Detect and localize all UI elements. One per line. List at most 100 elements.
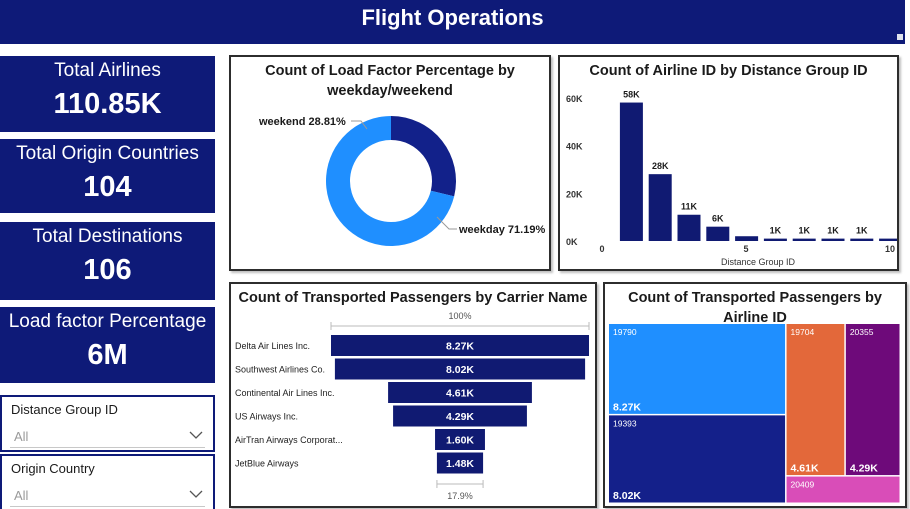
donut-slice-weekday[interactable] xyxy=(326,116,455,246)
data-label: 8.02K xyxy=(446,364,474,376)
distance-group-dropdown[interactable]: All xyxy=(10,426,205,448)
data-label: 6K xyxy=(712,214,724,224)
data-label: 1K xyxy=(827,226,839,236)
data-label: 4.61K xyxy=(446,388,474,400)
treemap-tile-19790[interactable] xyxy=(609,324,786,414)
data-label: 1K xyxy=(856,226,868,236)
kpi-label: Load factor Percentage xyxy=(8,311,207,332)
chart-title: Count of Transported Passengers by Carri… xyxy=(238,290,588,306)
bar-distance-group-5[interactable] xyxy=(735,236,759,241)
bar-distance-group-8[interactable] xyxy=(821,238,845,241)
data-label: 1K xyxy=(770,226,782,236)
treemap-value-label: 4.29K xyxy=(850,463,878,475)
funnel-bar[interactable] xyxy=(435,429,485,450)
focus-mode-icon[interactable] xyxy=(897,34,903,40)
origin-country-dropdown[interactable]: All xyxy=(10,485,205,507)
treemap-tile-20355[interactable] xyxy=(845,324,900,476)
data-label: 28K xyxy=(652,161,669,171)
funnel-category-label: Southwest Airlines Co. xyxy=(235,365,325,375)
treemap-tile-19704[interactable] xyxy=(786,324,845,476)
funnel-category-label: US Airways Inc. xyxy=(235,412,298,422)
chevron-down-icon[interactable] xyxy=(189,489,203,499)
chart-title: Count of Transported Passengers by Airli… xyxy=(628,290,882,326)
leader-line xyxy=(351,120,368,130)
treemap-category-label: 19704 xyxy=(791,327,815,337)
data-label: 4.29K xyxy=(446,411,474,423)
funnel-top-percent: 100% xyxy=(448,311,471,321)
funnel-category-label: JetBlue Airways xyxy=(235,459,299,469)
treemap-category-label: 20355 xyxy=(850,327,874,337)
x-tick-label: 5 xyxy=(743,244,748,254)
kpi-label: Total Origin Countries xyxy=(16,143,199,164)
slicer-label: Distance Group ID xyxy=(11,402,118,417)
funnel-chart[interactable]: 100% Delta Air Lines Inc. 8.27K Southwest A… xyxy=(231,284,595,506)
data-label: 1.48K xyxy=(446,458,474,470)
bar-distance-group-2[interactable] xyxy=(648,174,672,241)
donut-slice-weekend[interactable] xyxy=(391,116,456,197)
donut-chart-panel: Count of Load Factor Percentage by weekd… xyxy=(229,55,551,271)
bar-distance-group-10[interactable] xyxy=(879,238,897,241)
slicer-distance-group-id: Distance Group ID All xyxy=(0,395,215,452)
chart-title: Count of Load Factor Percentage by weekd… xyxy=(265,63,515,99)
treemap-value-label: 4.61K xyxy=(791,463,819,475)
funnel-category-label: Delta Air Lines Inc. xyxy=(235,341,310,351)
chevron-down-icon[interactable] xyxy=(189,430,203,440)
funnel-bottom-percent: 17.9% xyxy=(447,491,473,501)
data-label: 58K xyxy=(623,90,640,100)
dropdown-value: All xyxy=(14,429,29,444)
slicer-origin-country: Origin Country All xyxy=(0,454,215,509)
kpi-card-total-origin-countries: Total Origin Countries 104 xyxy=(0,139,215,213)
data-label: 1.60K xyxy=(446,435,474,447)
x-tick-label: 10 xyxy=(885,244,895,254)
kpi-label: Total Airlines xyxy=(54,60,161,81)
slicer-label: Origin Country xyxy=(11,461,95,476)
bar-distance-group-3[interactable] xyxy=(677,214,701,241)
kpi-label: Total Destinations xyxy=(32,226,183,247)
treemap-tile-19393[interactable] xyxy=(609,415,786,503)
bar-distance-group-6[interactable] xyxy=(763,238,787,241)
bar-distance-group-4[interactable] xyxy=(706,226,730,241)
donut-chart[interactable]: weekend 28.81% weekday 71.19% xyxy=(231,57,549,269)
y-tick-label: 20K xyxy=(566,189,583,199)
funnel-bar[interactable] xyxy=(393,405,527,427)
report-header: Flight Operations xyxy=(0,0,905,44)
treemap-panel: Count of Transported Passengers by Airli… xyxy=(603,282,907,508)
leader-line xyxy=(436,216,457,230)
funnel-bar[interactable] xyxy=(436,452,484,474)
column-chart[interactable]: 0K 20K 40K 60K 0 5 10 58K 28K 11K 6K 1K 1K 1K 1K Distan… xyxy=(560,57,897,269)
treemap-chart[interactable]: 19790 8.27K 19393 8.02K 19704 4.61K 20355 4.29K… xyxy=(605,284,905,506)
x-tick-label: 0 xyxy=(599,244,604,254)
y-tick-label: 0K xyxy=(566,237,578,247)
treemap-tile-20409[interactable] xyxy=(786,476,900,503)
data-label: weekday 71.19% xyxy=(458,224,545,236)
data-label: 1K xyxy=(798,226,810,236)
bar-distance-group-9[interactable] xyxy=(850,238,874,241)
y-tick-label: 60K xyxy=(566,94,583,104)
data-label: weekend 28.81% xyxy=(258,116,346,128)
kpi-card-load-factor-percentage: Load factor Percentage 6M xyxy=(0,307,215,383)
dropdown-value: All xyxy=(14,488,29,503)
page-title: Flight Operations xyxy=(361,5,544,30)
treemap-value-label: 8.02K xyxy=(613,490,641,502)
data-label: 11K xyxy=(681,202,698,212)
kpi-value: 106 xyxy=(83,254,132,286)
funnel-bar[interactable] xyxy=(331,335,589,356)
funnel-category-label: AirTran Airways Corporat... xyxy=(235,435,343,445)
treemap-category-label: 19393 xyxy=(613,418,637,428)
y-tick-label: 40K xyxy=(566,142,583,152)
bar-distance-group-7[interactable] xyxy=(792,238,816,241)
column-chart-panel: Count of Airline ID by Distance Group ID… xyxy=(558,55,899,271)
kpi-value: 6M xyxy=(87,339,128,371)
data-label: 8.27K xyxy=(446,341,474,353)
x-axis-title: Distance Group ID xyxy=(721,257,796,267)
treemap-category-label: 19790 xyxy=(613,327,637,337)
funnel-bar[interactable] xyxy=(334,358,586,380)
kpi-card-total-airlines: Total Airlines 110.85K xyxy=(0,56,215,132)
funnel-category-label: Continental Air Lines Inc. xyxy=(235,388,335,398)
treemap-value-label: 8.27K xyxy=(613,401,641,413)
kpi-value: 110.85K xyxy=(53,88,162,120)
kpi-value: 104 xyxy=(83,171,132,203)
chart-title: Count of Airline ID by Distance Group ID xyxy=(589,63,868,79)
funnel-bar[interactable] xyxy=(388,382,532,403)
bar-distance-group-1[interactable] xyxy=(619,102,643,241)
